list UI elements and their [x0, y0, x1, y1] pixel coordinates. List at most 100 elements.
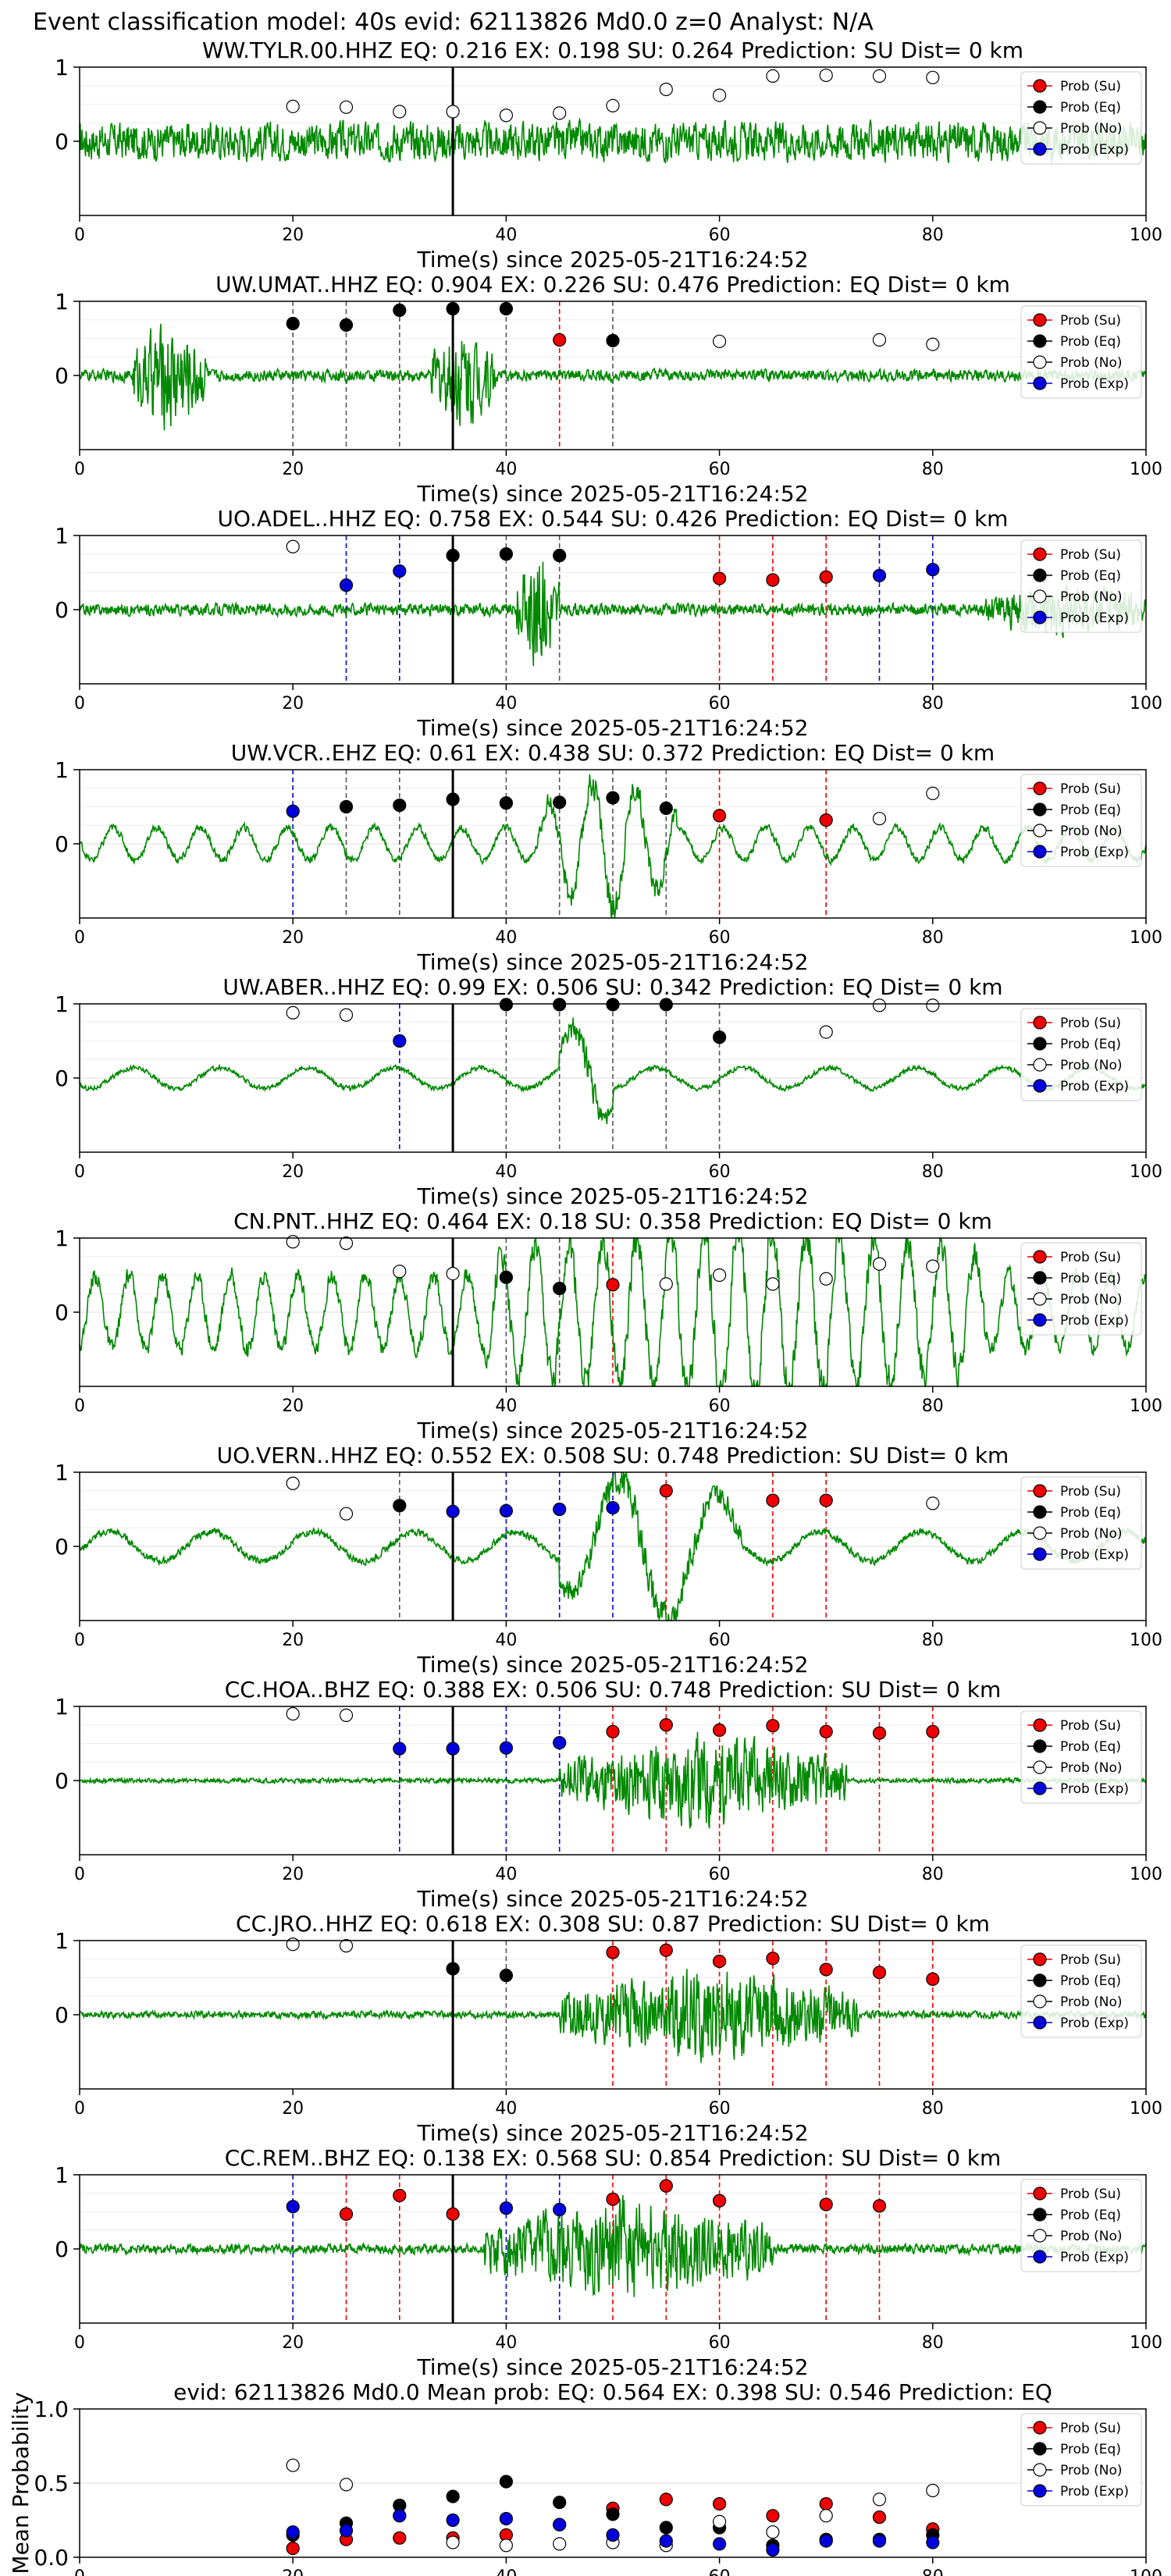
- prob-point-su: [766, 1719, 780, 1733]
- legend-box: [1020, 2413, 1142, 2507]
- legend-marker-exp: [1033, 1313, 1047, 1327]
- prob-point-no: [819, 1272, 833, 1286]
- mean-prob-point-exp: [766, 2542, 780, 2557]
- panels-group: WW.TYLR.00.HHZ EQ: 0.216 EX: 0.198 SU: 0…: [8, 37, 1162, 2576]
- mean-prob-point-su: [393, 2531, 407, 2545]
- legend-label: Prob (Su): [1060, 1484, 1121, 1500]
- x-tick-label: 40: [495, 1162, 517, 1182]
- prob-point-su: [819, 813, 833, 827]
- prob-point-eq: [499, 796, 514, 810]
- legend-label: Prob (Exp): [1060, 2484, 1129, 2500]
- legend-marker-eq: [1033, 2442, 1047, 2456]
- prob-point-no: [819, 68, 833, 83]
- prob-point-no: [926, 1496, 940, 1510]
- x-tick-label: 40: [495, 1865, 517, 1884]
- prob-point-su: [553, 333, 567, 347]
- waveform-trace: [79, 1731, 1147, 1829]
- legend-label: Prob (No): [1060, 824, 1123, 839]
- prob-point-eq: [606, 333, 620, 347]
- x-tick-label: 80: [922, 2333, 944, 2353]
- x-tick-label: 0: [74, 1631, 85, 1650]
- legend-marker-exp: [1033, 610, 1047, 624]
- legend-label: Prob (Eq): [1060, 802, 1121, 818]
- y-tick-label: 0: [55, 1768, 69, 1794]
- prob-point-su: [872, 1726, 887, 1740]
- prob-point-exp: [553, 2203, 567, 2217]
- mean-prob-point-no: [553, 2537, 567, 2551]
- prob-point-no: [286, 1937, 300, 1952]
- legend-label: Prob (Exp): [1060, 1313, 1129, 1329]
- y-tick-label: 0: [55, 2236, 69, 2262]
- panel-title: CN.PNT..HHZ EQ: 0.464 EX: 0.18 SU: 0.358…: [233, 1208, 992, 1234]
- legend-label: Prob (No): [1060, 1526, 1123, 1542]
- prob-point-su: [766, 1952, 780, 1966]
- x-tick-label: 80: [922, 1162, 944, 1182]
- legend-box: [1020, 1710, 1142, 1804]
- legend-label: Prob (Su): [1060, 79, 1121, 94]
- x-tick-label: 60: [709, 928, 731, 948]
- y-tick-label: 1: [55, 1694, 69, 1720]
- prob-point-eq: [393, 798, 407, 813]
- legend-label: Prob (Eq): [1060, 1505, 1121, 1521]
- panel-9: CC.JRO..HHZ EQ: 0.618 EX: 0.308 SU: 0.87…: [55, 1911, 1162, 2146]
- prob-point-eq: [286, 316, 300, 331]
- legend-label: Prob (Su): [1060, 2421, 1121, 2436]
- legend-label: Prob (No): [1060, 1994, 1123, 2010]
- waveform-trace: [79, 1471, 1147, 1621]
- legend-box: [1020, 1944, 1142, 2038]
- legend-marker-no: [1033, 589, 1047, 603]
- mean-prob-point-eq: [606, 2507, 620, 2521]
- prob-point-eq: [339, 318, 354, 332]
- x-tick-label: 40: [495, 460, 517, 479]
- mean-prob-point-no: [872, 2492, 887, 2507]
- prob-point-eq: [446, 1962, 460, 1976]
- y-tick-label: 0: [55, 129, 69, 155]
- y-tick-label: 1.0: [34, 2396, 69, 2422]
- legend-label: Prob (Exp): [1060, 610, 1129, 626]
- mean-prob-point-su: [819, 2497, 833, 2511]
- panel-title: CC.HOA..BHZ EQ: 0.388 EX: 0.506 SU: 0.74…: [225, 1677, 1002, 1703]
- legend-marker-eq: [1033, 1271, 1047, 1285]
- legend-marker-exp: [1033, 2250, 1047, 2264]
- legend-label: Prob (No): [1060, 1292, 1123, 1308]
- legend-marker-exp: [1033, 1079, 1047, 1093]
- legend-marker-su: [1033, 781, 1047, 795]
- legend-label: Prob (Eq): [1060, 100, 1121, 116]
- prob-point-su: [926, 1724, 940, 1738]
- prob-point-eq: [499, 1270, 514, 1284]
- panel-3: UO.ADEL..HHZ EQ: 0.758 EX: 0.544 SU: 0.4…: [55, 506, 1162, 741]
- prob-point-su: [766, 1493, 780, 1507]
- prob-point-su: [926, 1972, 940, 1986]
- x-tick-label: 100: [1130, 694, 1162, 713]
- prob-point-no: [286, 99, 300, 113]
- prob-point-eq: [606, 998, 620, 1012]
- x-tick-label: 40: [495, 1397, 517, 1416]
- prob-point-no: [712, 88, 727, 102]
- legend-marker-su: [1033, 2186, 1047, 2201]
- legend-marker-no: [1033, 1994, 1047, 2008]
- y-tick-label: 0: [55, 831, 69, 857]
- x-axis-label: Time(s) since 2025-05-21T16:24:52: [416, 2120, 808, 2146]
- legend-marker-su: [1033, 1250, 1047, 1264]
- legend-label: Prob (No): [1060, 2229, 1123, 2244]
- panel-5: UW.ABER..HHZ EQ: 0.99 EX: 0.506 SU: 0.34…: [55, 974, 1162, 1209]
- legend-box: [1020, 1476, 1142, 1570]
- legend-marker-exp: [1033, 1781, 1047, 1795]
- mean-prob-point-exp: [446, 2513, 460, 2528]
- mean-prob-point-no: [499, 2539, 514, 2553]
- x-tick-label: 60: [709, 1865, 731, 1884]
- prob-point-eq: [712, 1030, 727, 1044]
- mean-prob-point-eq: [659, 2521, 673, 2535]
- legend-box: [1020, 305, 1142, 399]
- panel-4: UW.VCR..EHZ EQ: 0.61 EX: 0.438 SU: 0.372…: [55, 740, 1162, 975]
- prob-point-no: [926, 998, 940, 1012]
- legend-label: Prob (No): [1060, 1760, 1123, 1776]
- mean-prob-point-no: [926, 2483, 940, 2498]
- x-tick-label: 100: [1130, 226, 1162, 245]
- y-tick-label: 1: [55, 757, 69, 783]
- prob-point-exp: [286, 804, 300, 818]
- prob-point-exp: [553, 1502, 567, 1517]
- mean-prob-point-su: [712, 2497, 727, 2511]
- x-tick-label: 20: [282, 2567, 304, 2576]
